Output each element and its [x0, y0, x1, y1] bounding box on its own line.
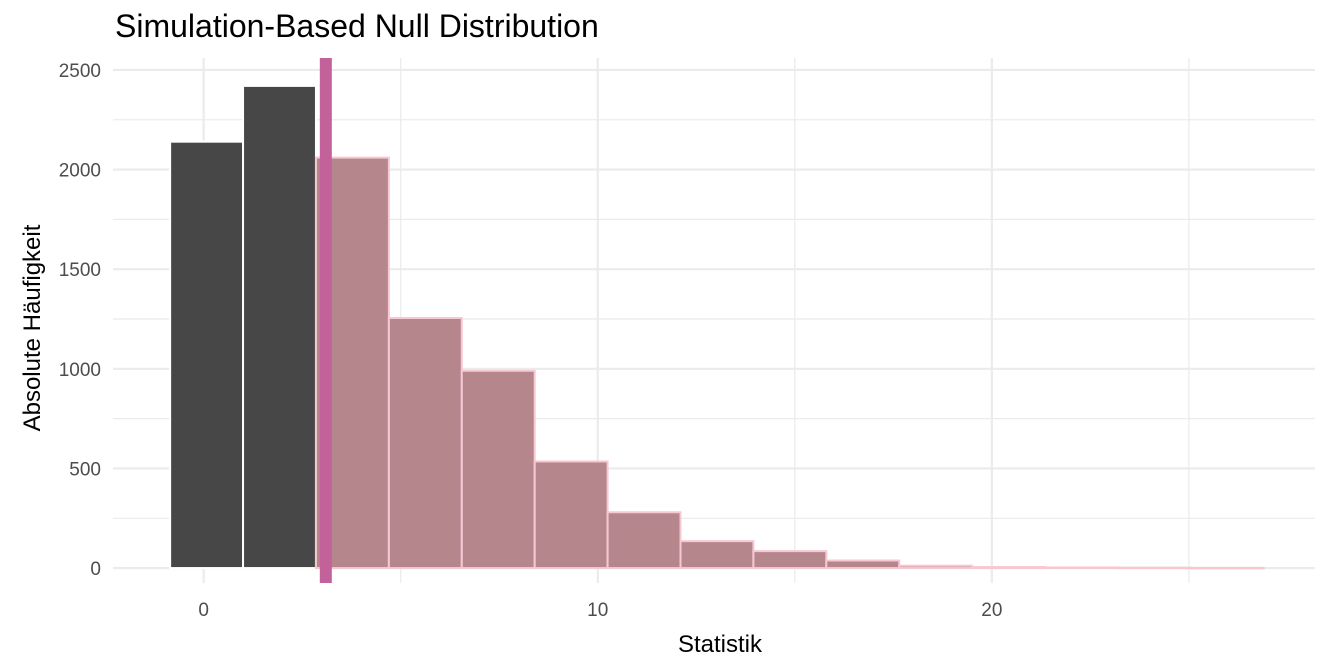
y-tick-label: 500 — [69, 459, 101, 480]
histogram-bars — [169, 84, 1265, 570]
y-tick-label: 1000 — [59, 360, 101, 381]
x-tick-label: 0 — [198, 600, 209, 621]
histogram-bar-shaded — [1189, 566, 1265, 570]
histogram-bar-shaded — [606, 511, 682, 570]
histogram-bar-shaded — [387, 317, 463, 570]
histogram-bar — [242, 84, 317, 570]
histogram-bar-shaded — [1116, 566, 1192, 570]
y-tick-label: 2000 — [59, 161, 101, 182]
y-axis-title: Absolute Häufigkeit — [19, 224, 46, 431]
y-tick-label: 0 — [90, 559, 101, 580]
y-axis-tick-labels: 0 500 1000 1500 2000 2500 — [59, 61, 101, 580]
x-axis-title: Statistik — [678, 631, 763, 658]
histogram-bar — [169, 140, 245, 570]
y-tick-label: 1500 — [59, 260, 101, 281]
x-tick-label: 20 — [981, 600, 1002, 621]
x-axis-tick-labels: 0 10 20 — [198, 600, 1002, 621]
histogram-bar-shaded — [460, 369, 536, 570]
x-tick-label: 10 — [587, 600, 608, 621]
histogram-bar-shaded — [971, 566, 1047, 570]
histogram-bar-shaded — [533, 460, 609, 570]
histogram-bar-shaded — [825, 559, 901, 570]
histogram-bar-shaded — [752, 550, 828, 570]
y-tick-label: 2500 — [59, 61, 101, 82]
histogram-bar-shaded — [679, 540, 755, 570]
histogram-bar-shaded — [1044, 566, 1119, 570]
histogram-bar-shaded — [898, 564, 974, 570]
chart-title: Simulation-Based Null Distribution — [115, 8, 599, 44]
